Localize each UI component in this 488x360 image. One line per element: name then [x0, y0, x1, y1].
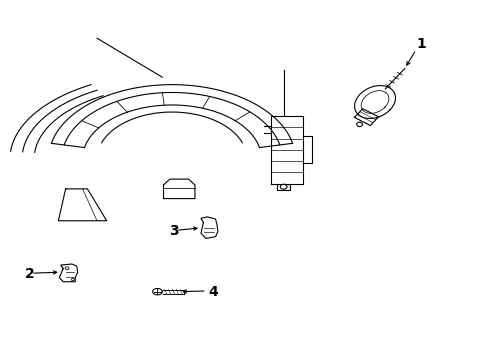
Text: 3: 3 [169, 224, 179, 238]
Circle shape [71, 279, 74, 281]
Circle shape [65, 267, 69, 270]
Circle shape [280, 184, 286, 189]
Text: 4: 4 [208, 285, 218, 299]
Text: 1: 1 [415, 36, 425, 50]
Circle shape [356, 122, 362, 126]
Text: 2: 2 [24, 267, 34, 281]
